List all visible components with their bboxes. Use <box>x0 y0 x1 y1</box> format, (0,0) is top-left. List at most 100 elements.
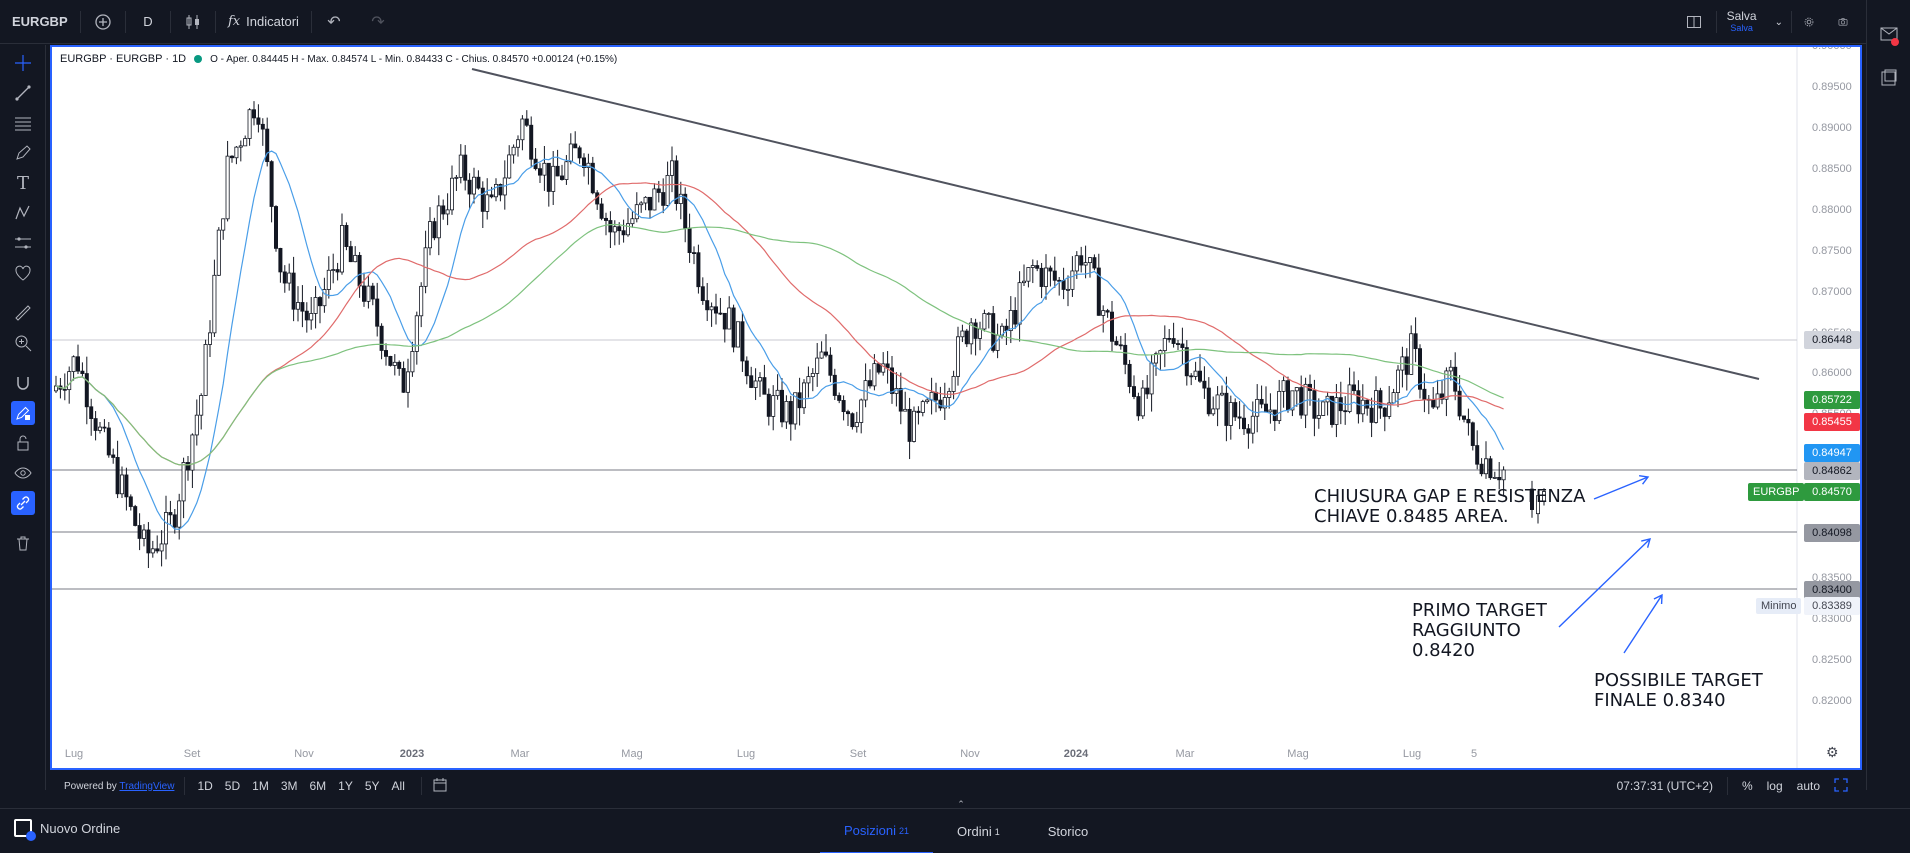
arrow-gap-resistance-head <box>1638 474 1650 485</box>
time-axis-label: Lug <box>1402 748 1422 760</box>
pattern-tool[interactable] <box>11 201 35 225</box>
candle-body <box>405 371 410 393</box>
goto-date-button[interactable] <box>432 777 448 796</box>
candle-body <box>260 123 265 130</box>
ma-line-long <box>55 223 1504 466</box>
panel-collapse-handle[interactable]: ⌃ <box>953 799 969 809</box>
favorites-tool[interactable] <box>11 261 35 285</box>
range-6m[interactable]: 6M <box>309 779 327 793</box>
text-tool[interactable]: T <box>11 171 35 195</box>
ma-line-short <box>55 150 1505 531</box>
range-1y[interactable]: 1Y <box>338 779 353 793</box>
powered-by[interactable]: Powered by TradingView <box>50 781 184 792</box>
sync-drawings-tool[interactable] <box>11 491 35 515</box>
price-axis-label: 0.87000 <box>1812 285 1852 298</box>
candle-body <box>1488 458 1493 479</box>
layout-button[interactable] <box>1672 0 1716 44</box>
candle-body <box>1360 399 1365 415</box>
candle-body <box>1497 476 1502 481</box>
tab-positions[interactable]: Posizioni 21 <box>820 809 934 853</box>
candle-body <box>80 370 85 374</box>
alerts-button[interactable] <box>1879 24 1899 44</box>
forecast-tool[interactable] <box>11 231 35 255</box>
zoom-tool[interactable] <box>11 331 35 355</box>
snapshot-button[interactable] <box>1826 0 1860 44</box>
hide-drawings-tool[interactable] <box>11 461 35 485</box>
chart-canvas[interactable] <box>52 47 1860 768</box>
interval-button[interactable]: D <box>143 14 153 29</box>
candle-body <box>1312 390 1317 419</box>
stay-drawing-tool[interactable] <box>11 401 35 425</box>
fullscreen-button[interactable] <box>1834 777 1848 795</box>
trendline-tool[interactable] <box>11 81 35 105</box>
toolbar-divider <box>215 10 216 33</box>
range-5y[interactable]: 5Y <box>364 779 380 793</box>
chevron-up-icon: ⌃ <box>957 799 965 809</box>
mail-icon <box>1880 27 1898 41</box>
arrow-final-target <box>1623 594 1663 654</box>
candle-body <box>1448 366 1453 372</box>
price-tag-resistance-high: 0.86448 <box>1804 331 1860 349</box>
compare-add-button[interactable] <box>81 0 125 44</box>
candle-body <box>388 355 393 366</box>
clock[interactable]: 07:37:31 (UTC+2) <box>1616 779 1713 793</box>
watchlist-button[interactable] <box>1879 68 1899 88</box>
chart-pane[interactable]: EURGBP · EURGBP · 1D O - Aper. 0.84445 H… <box>50 45 1862 770</box>
candle-body <box>718 312 723 315</box>
range-1d[interactable]: 1D <box>197 779 213 793</box>
log-toggle[interactable]: log <box>1766 779 1783 793</box>
save-button[interactable]: Salva Salva <box>1717 10 1767 34</box>
auto-toggle[interactable]: auto <box>1796 779 1820 793</box>
brush-tool[interactable] <box>11 141 35 165</box>
tab-history[interactable]: Storico <box>1024 809 1112 853</box>
remove-drawings-tool[interactable] <box>11 531 35 555</box>
undo-button[interactable]: ↶ <box>312 0 356 44</box>
percent-toggle[interactable]: % <box>1741 779 1753 793</box>
candle-body <box>960 330 965 338</box>
candle-body <box>1061 280 1066 290</box>
candle-body <box>89 406 94 419</box>
candle-body <box>361 285 366 302</box>
save-menu-button[interactable]: ⌄ <box>1767 0 1791 44</box>
candle-body <box>1079 255 1084 266</box>
new-order-button[interactable]: Nuovo Ordine <box>14 819 120 841</box>
chart-type-button[interactable] <box>171 0 215 44</box>
candle-body <box>634 204 639 220</box>
chart-settings-icon[interactable]: ⚙ <box>1826 744 1839 760</box>
candle-body <box>427 221 432 249</box>
tab-orders[interactable]: Ordini 1 <box>933 809 1024 853</box>
list-icon <box>1881 69 1897 86</box>
candle-body <box>1462 415 1467 420</box>
price-tag-minimum: 0.83389 <box>1804 597 1860 615</box>
candle-body <box>383 350 388 357</box>
range-5d[interactable]: 5D <box>224 779 241 793</box>
candle-body <box>630 218 635 225</box>
candle-body <box>471 176 476 195</box>
range-all[interactable]: All <box>391 779 405 793</box>
candle-body <box>700 286 705 302</box>
range-3m[interactable]: 3M <box>280 779 298 793</box>
candle-body <box>1110 311 1115 342</box>
candle-body <box>1048 267 1053 272</box>
candle-body <box>876 363 881 373</box>
candle-body <box>234 146 239 159</box>
candle-body <box>559 175 564 180</box>
candle-body <box>656 188 661 193</box>
candle-body <box>1022 280 1027 284</box>
candle-body <box>577 147 582 159</box>
measure-tool[interactable] <box>11 301 35 325</box>
indicators-button[interactable]: fx Indicatori <box>216 0 311 44</box>
magnet-tool[interactable] <box>11 371 35 395</box>
right-widget-bar <box>1866 0 1910 790</box>
candle-body <box>111 454 116 458</box>
range-1m[interactable]: 1M <box>252 779 269 793</box>
candle-body <box>498 184 503 196</box>
time-axis-label: Set <box>183 748 201 760</box>
crosshair-tool[interactable] <box>11 51 35 75</box>
lock-drawings-tool[interactable] <box>11 431 35 455</box>
settings-button[interactable] <box>1792 0 1826 44</box>
redo-button[interactable]: ↷ <box>356 0 400 44</box>
symbol-search-button[interactable]: EURGBP <box>12 14 68 29</box>
brand-link[interactable]: TradingView <box>119 780 175 792</box>
fib-tool[interactable] <box>11 111 35 135</box>
